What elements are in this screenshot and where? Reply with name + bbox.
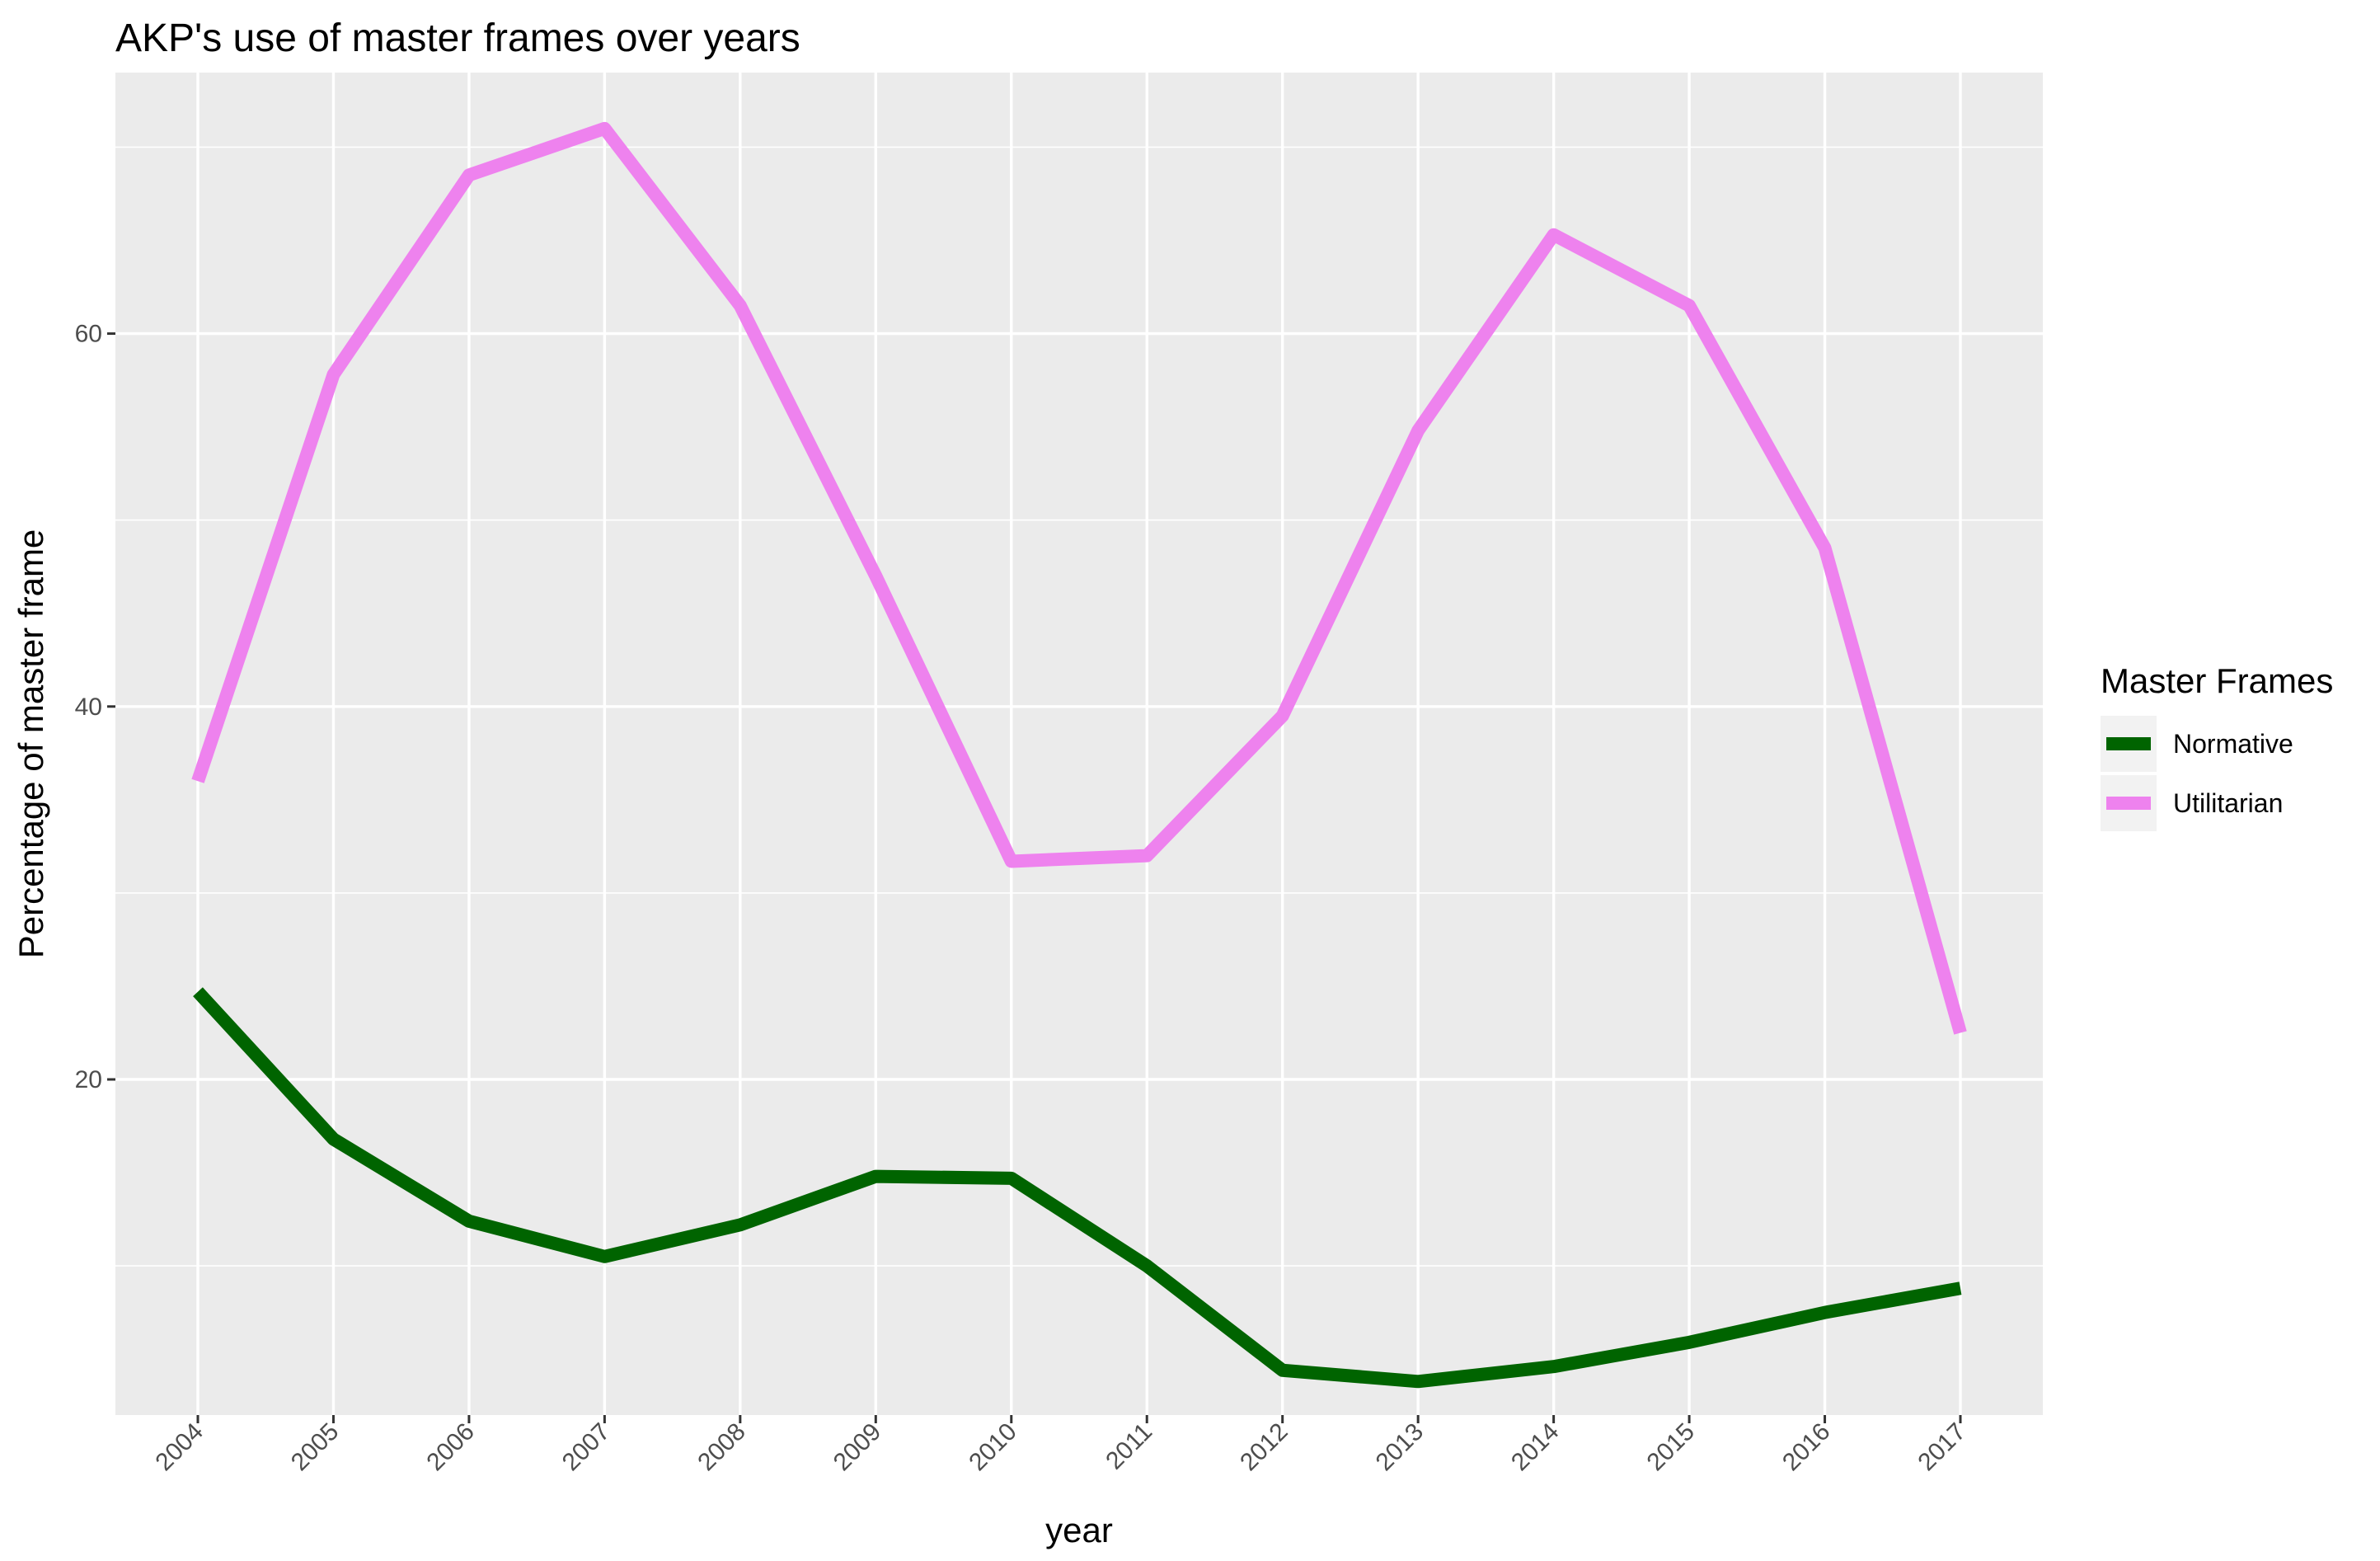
minor-gridlines xyxy=(115,146,2043,1267)
y-tick-label: 60 xyxy=(75,321,102,348)
x-tick-label: 2015 xyxy=(1641,1418,1700,1477)
series-line-utilitarian xyxy=(191,121,1967,1035)
x-tick-label: 2011 xyxy=(1101,1418,1157,1475)
x-tick-label: 2007 xyxy=(557,1418,616,1477)
legend: Master Frames Normative Utilitarian xyxy=(2101,661,2333,831)
legend-title: Master Frames xyxy=(2101,661,2333,700)
x-tick-label: 2012 xyxy=(1235,1418,1293,1477)
legend-label-normative: Normative xyxy=(2173,729,2293,759)
chart-title: AKP's use of master frames over years xyxy=(115,16,800,60)
x-axis-title: year xyxy=(1045,1511,1113,1549)
plot-panel xyxy=(115,73,2043,1415)
x-tick-label: 2006 xyxy=(421,1418,480,1477)
x-axis: 2004 2005 2006 2007 2008 2009 2010 2011 2012 2013… xyxy=(150,1415,1971,1476)
x-tick-label: 2009 xyxy=(829,1418,887,1477)
y-axis-title: Percentage of master frame xyxy=(12,529,50,959)
legend-label-utilitarian: Utilitarian xyxy=(2173,788,2283,818)
x-tick-label: 2016 xyxy=(1777,1418,1836,1477)
x-tick-label: 2017 xyxy=(1913,1418,1971,1477)
x-tick-label: 2014 xyxy=(1506,1418,1565,1477)
major-gridlines xyxy=(115,73,2043,1415)
series-line-normative xyxy=(193,987,1962,1389)
y-tick-label: 40 xyxy=(75,694,102,721)
y-axis: 20 40 60 xyxy=(75,321,115,1093)
series-lines xyxy=(191,121,1967,1389)
x-tick-label: 2008 xyxy=(692,1418,751,1477)
x-tick-label: 2005 xyxy=(286,1418,345,1477)
x-tick-label: 2010 xyxy=(964,1418,1022,1477)
x-tick-label: 2004 xyxy=(150,1418,209,1477)
x-tick-label: 2013 xyxy=(1371,1418,1429,1477)
y-tick-label: 20 xyxy=(75,1066,102,1093)
